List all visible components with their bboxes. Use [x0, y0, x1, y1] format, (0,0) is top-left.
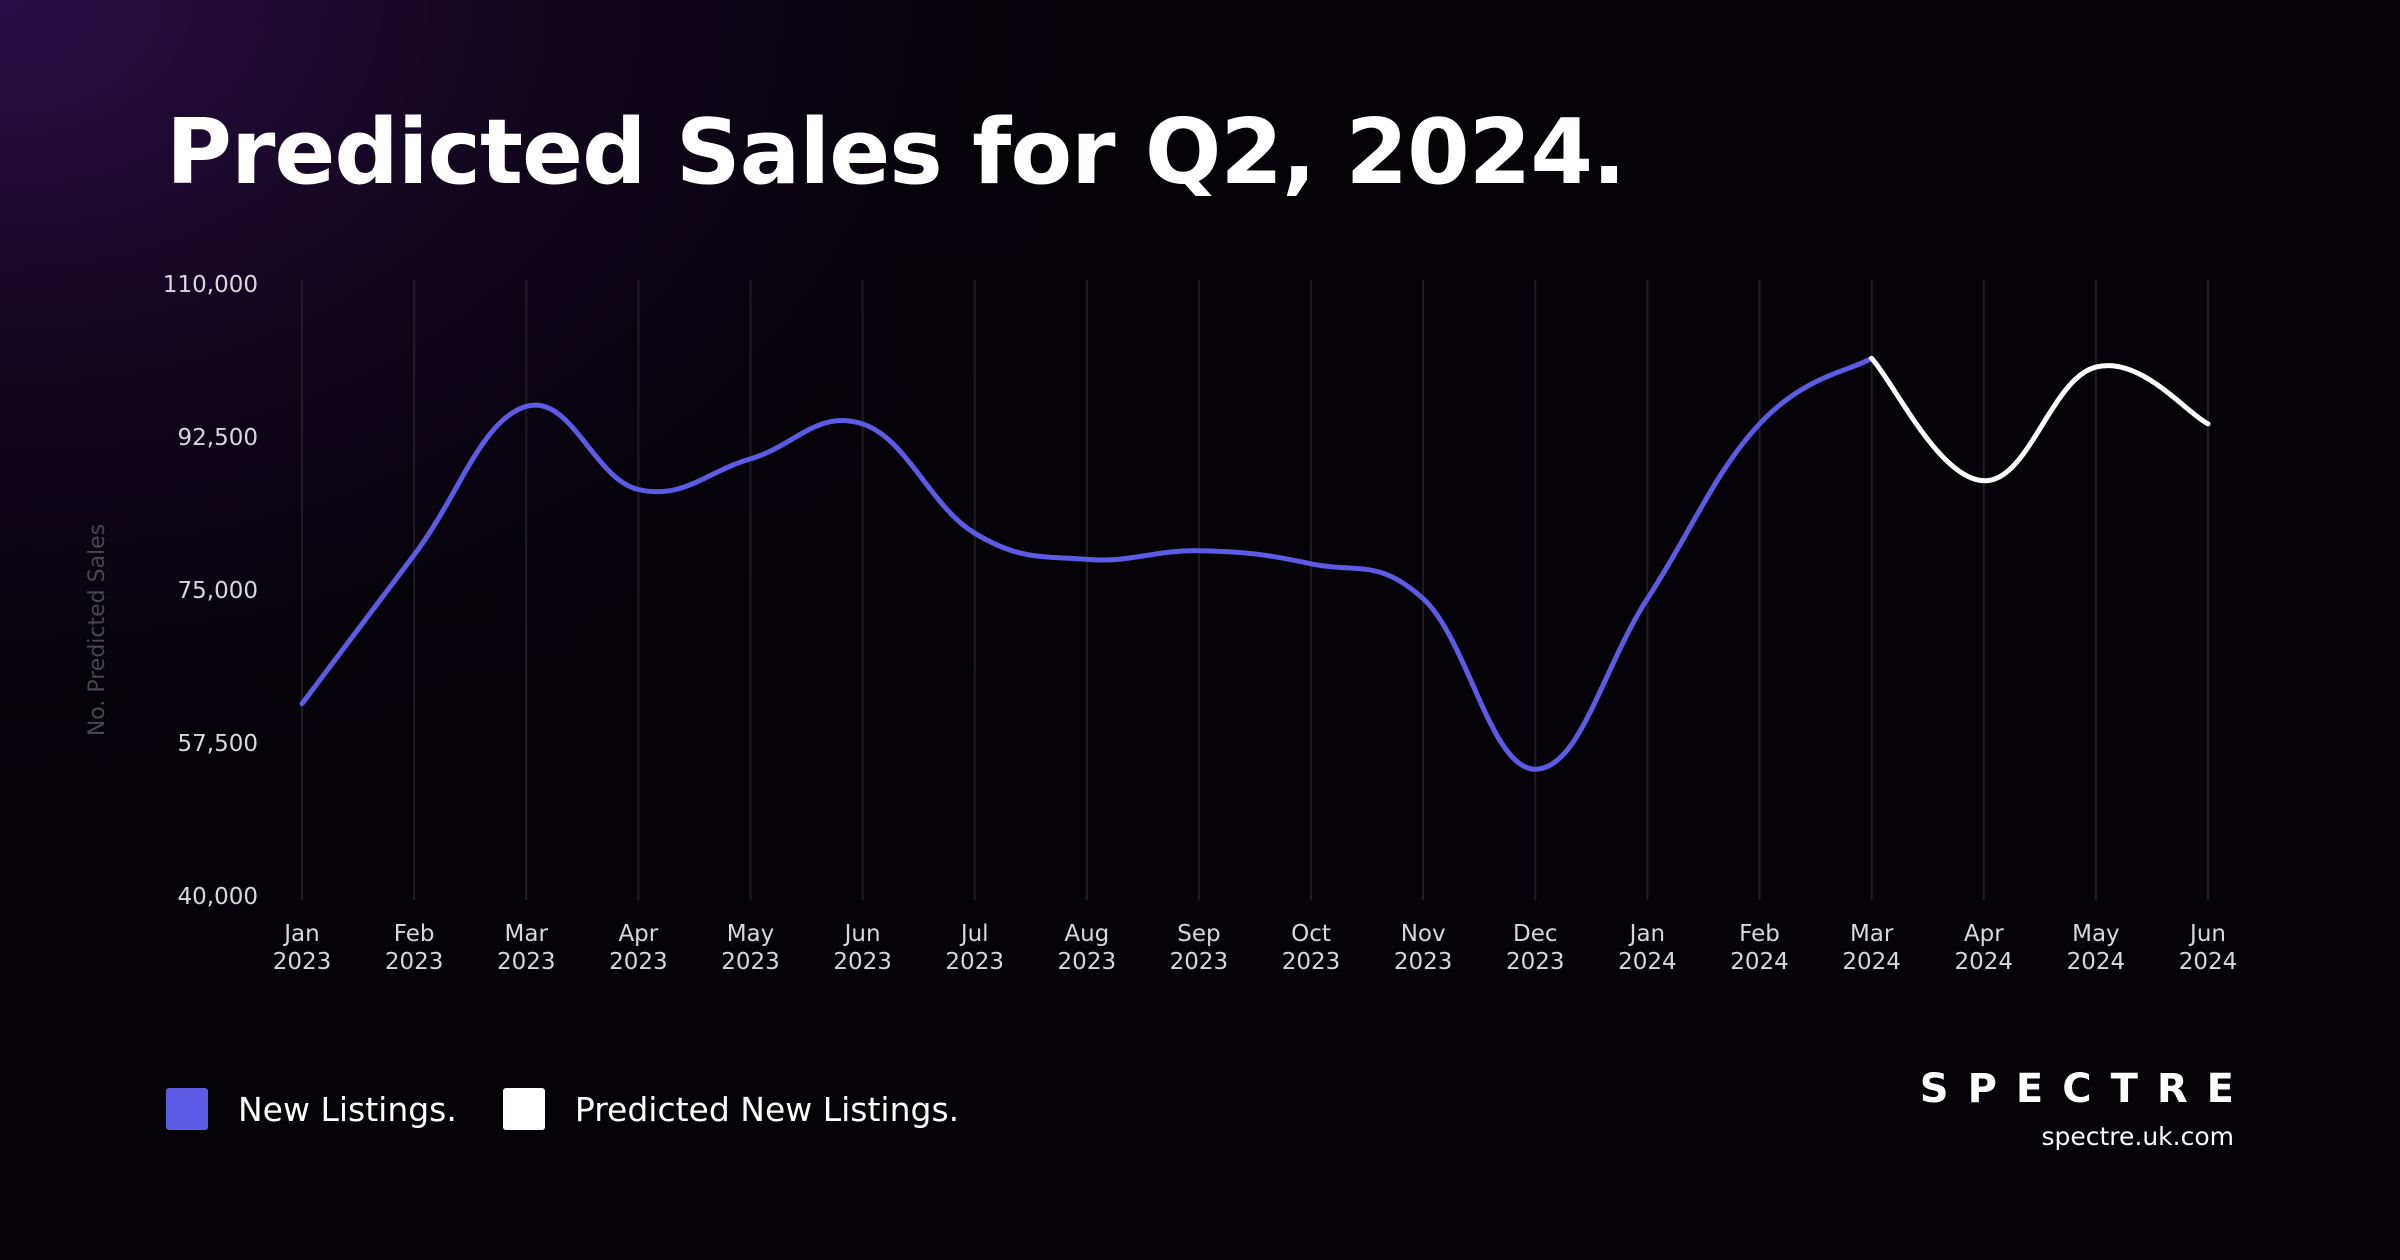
- series-lines: [299, 355, 2211, 772]
- x-tick-label-month: Jun: [2188, 921, 2226, 947]
- x-tick-label-year: 2024: [1618, 949, 1677, 975]
- x-tick-label-year: 2023: [1506, 949, 1565, 975]
- x-tick-label-month: Oct: [1291, 921, 1331, 947]
- series-line-predicted: [1869, 355, 2211, 484]
- x-tick-label-month: Apr: [1964, 921, 2004, 947]
- x-tick-label-month: Sep: [1177, 921, 1220, 947]
- x-tick-label-month: Jun: [843, 921, 881, 947]
- x-tick-label-year: 2023: [385, 949, 444, 975]
- legend-label-new-listings: New Listings.: [238, 1089, 457, 1129]
- legend: New Listings. Predicted New Listings.: [166, 1088, 1005, 1130]
- x-tick-label-year: 2023: [609, 949, 668, 975]
- x-tick-label-month: Jan: [1628, 921, 1665, 947]
- series-line-new-listings: [299, 355, 1875, 772]
- x-tick-label-month: May: [727, 921, 775, 947]
- x-tick-label-year: 2024: [1954, 949, 2013, 975]
- x-tick-label-year: 2023: [1282, 949, 1341, 975]
- x-tick-label-year: 2023: [273, 949, 332, 975]
- x-tick-label-year: 2024: [2067, 949, 2126, 975]
- legend-swatch-predicted: [502, 1088, 545, 1130]
- brand-logo: SPECTRE: [1919, 1066, 2253, 1112]
- y-tick-label: 40,000: [178, 884, 258, 910]
- x-tick-label-year: 2023: [1058, 949, 1117, 975]
- x-tick-label-month: Jan: [282, 921, 319, 947]
- legend-item-predicted: Predicted New Listings.: [502, 1088, 960, 1130]
- x-tick-label-year: 2024: [1730, 949, 1789, 975]
- legend-label-predicted: Predicted New Listings.: [574, 1089, 960, 1129]
- x-tick-label-year: 2023: [1394, 949, 1453, 975]
- legend-swatch-new-listings: [166, 1088, 208, 1130]
- x-tick-label-year: 2024: [2179, 949, 2238, 975]
- x-tick-label-year: 2024: [1842, 949, 1901, 975]
- x-tick-label-year: 2023: [833, 949, 892, 975]
- x-tick-label-month: Nov: [1401, 921, 1446, 947]
- x-tick-label-month: May: [2072, 921, 2120, 947]
- y-tick-label: 75,000: [178, 578, 258, 604]
- x-tick-label-month: Feb: [394, 921, 435, 947]
- x-tick-label-month: Aug: [1064, 921, 1109, 947]
- brand-url: spectre.uk.com: [2041, 1122, 2234, 1151]
- x-tick-label-month: Mar: [1850, 921, 1894, 947]
- y-tick-label: 110,000: [163, 272, 258, 298]
- y-axis-label: No. Predicted Sales: [85, 524, 110, 736]
- x-tick-label-month: Apr: [618, 921, 658, 947]
- y-tick-label: 57,500: [178, 731, 258, 757]
- y-axis: 110,000 92,500 75,000 57,500 40,000: [163, 272, 258, 910]
- legend-item-new-listings: New Listings.: [166, 1088, 457, 1130]
- x-tick-label-month: Jul: [959, 921, 989, 947]
- x-tick-label-month: Mar: [505, 921, 549, 947]
- x-tick-label-month: Feb: [1739, 921, 1780, 947]
- x-tick-label-year: 2023: [1170, 949, 1229, 975]
- x-tick-label-year: 2023: [721, 949, 780, 975]
- gridlines: [301, 280, 2209, 900]
- x-tick-label-year: 2023: [497, 949, 556, 975]
- brand: SPECTRE spectre.uk.com: [1920, 1066, 2234, 1151]
- x-axis: Jan2023Feb2023Mar2023Apr2023May2023Jun20…: [273, 921, 2238, 975]
- chart-title: Predicted Sales for Q2, 2024.: [166, 100, 1626, 205]
- x-tick-label-year: 2023: [945, 949, 1004, 975]
- y-tick-label: 92,500: [178, 425, 258, 451]
- x-tick-label-month: Dec: [1513, 921, 1558, 947]
